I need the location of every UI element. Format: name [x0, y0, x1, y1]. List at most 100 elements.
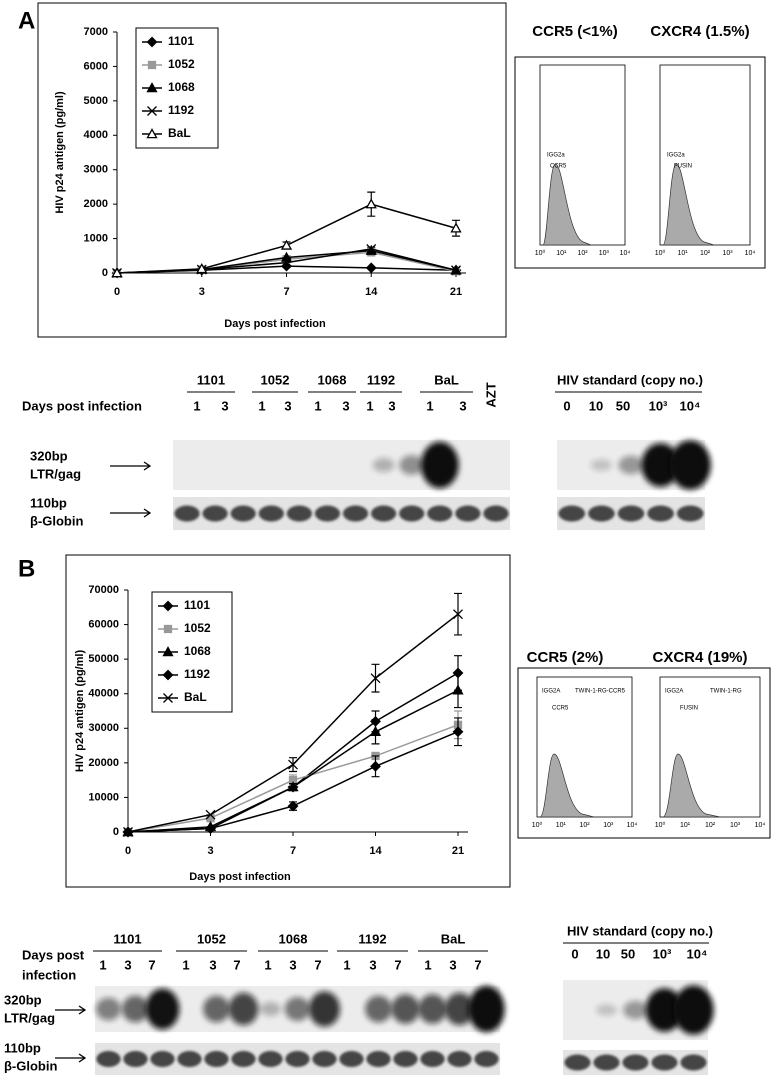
histogram-label: IGG2a — [667, 153, 685, 159]
marker — [146, 82, 158, 93]
legend-label: 1068 — [168, 80, 195, 94]
histogram — [542, 163, 592, 246]
marker — [452, 684, 464, 695]
marker — [205, 823, 216, 834]
x-tick-label: 21 — [450, 286, 462, 298]
globin-band — [123, 1051, 148, 1067]
legend-label: 1192 — [168, 103, 194, 117]
panel-label: B — [18, 555, 35, 582]
y-tick-label: 5000 — [84, 95, 108, 107]
arrow — [110, 508, 152, 518]
globin-band — [231, 1051, 256, 1067]
group-label: 1052 — [261, 372, 290, 387]
marker — [287, 781, 299, 792]
legend-label: BaL — [168, 126, 191, 140]
lane-label: 7 — [474, 957, 481, 972]
y-tick-label: 4000 — [84, 129, 108, 141]
gel-ltr-bg — [173, 440, 510, 490]
standard-label: 10 — [596, 946, 610, 961]
lane-label: 1 — [182, 957, 189, 972]
marker — [287, 800, 299, 812]
histogram-tick-label: 10⁰ — [655, 249, 666, 257]
gel-ltr-band — [444, 992, 475, 1026]
group-label: BaL — [441, 931, 466, 946]
lane-label: 1 — [314, 398, 321, 413]
histogram-tick-label: 10³ — [603, 822, 614, 829]
lane-label: 1 — [366, 398, 373, 413]
band-name: LTR/gag — [4, 1010, 55, 1025]
standard-ltr-band — [590, 459, 613, 471]
histogram-label: FUSIN — [674, 163, 692, 169]
globin-band — [339, 1051, 364, 1067]
globin-band — [370, 505, 397, 522]
histogram-tick-label: 10³ — [722, 250, 733, 257]
standard-label: 10³ — [649, 398, 668, 413]
marker — [365, 262, 377, 274]
legend-label: 1101 — [168, 34, 194, 48]
histogram-tick-label: 10⁴ — [755, 822, 766, 829]
globin-band — [420, 1051, 445, 1067]
arrow — [55, 1053, 87, 1063]
legend-label: 1192 — [184, 667, 210, 681]
globin-band — [202, 505, 228, 522]
y-tick-label: 6000 — [84, 60, 108, 72]
x-axis-title: Days post infection — [224, 318, 326, 330]
standard-title: HIV standard (copy no.) — [557, 372, 703, 387]
gel-ltr-band — [418, 994, 447, 1024]
y-tick-label: 3000 — [84, 164, 108, 176]
standard-title: HIV standard (copy no.) — [567, 923, 713, 938]
marker — [280, 251, 293, 262]
histogram — [662, 163, 715, 246]
group-label: 1101 — [197, 372, 225, 387]
group-label: 1101 — [113, 931, 141, 946]
globin-band — [617, 505, 645, 522]
globin-band — [483, 505, 509, 522]
standard-label: 10 — [589, 398, 603, 413]
histogram-label: TWIN-1-RG — [710, 689, 742, 695]
globin-band — [258, 505, 284, 522]
y-tick-label: 1000 — [84, 232, 108, 244]
legend-label: BaL — [184, 690, 207, 704]
marker — [162, 600, 174, 612]
marker — [370, 760, 381, 772]
globin-band — [474, 1051, 499, 1067]
gel-ltr-band — [420, 441, 459, 489]
standard-label: 10⁴ — [687, 946, 708, 961]
flow-frame — [514, 56, 766, 269]
legend-label: 1052 — [184, 621, 211, 635]
histogram — [539, 753, 595, 818]
group-label: 1192 — [358, 931, 386, 946]
marker — [196, 263, 208, 274]
globin-band — [204, 1051, 229, 1067]
globin-band — [680, 1054, 707, 1071]
band-size: 110bp — [4, 1040, 41, 1055]
standard-ltr-band — [641, 443, 680, 487]
globin-band — [622, 1054, 649, 1071]
lane-label: 1 — [424, 957, 431, 972]
y-tick-label: 30000 — [88, 722, 119, 734]
globin-band — [588, 505, 615, 522]
globin-band — [286, 505, 313, 522]
gel-ltr-band — [399, 455, 424, 475]
globin-band — [366, 1051, 391, 1067]
band-name: β-Globin — [30, 513, 83, 528]
marker — [453, 609, 463, 620]
marker — [288, 759, 298, 770]
globin-band — [455, 505, 481, 522]
histogram-tick-label: 10² — [579, 822, 590, 829]
histogram-tick-label: 10² — [705, 822, 716, 829]
histogram-label: CCR5 — [550, 163, 567, 169]
lane-label: 7 — [314, 957, 321, 972]
histogram-tick-label: 10¹ — [556, 822, 567, 829]
globin-band — [447, 1051, 472, 1067]
band-size: 110bp — [30, 495, 67, 510]
y-tick-label: 0 — [102, 267, 108, 279]
lane-label: 1 — [258, 398, 265, 413]
marker — [162, 669, 174, 681]
histogram-tick-label: 10¹ — [556, 250, 567, 257]
y-axis-title: HIV p24 antigen (pg/ml) — [54, 91, 66, 214]
lane-label: 3 — [388, 398, 395, 413]
marker — [280, 239, 293, 250]
x-tick-label: 0 — [114, 286, 120, 298]
